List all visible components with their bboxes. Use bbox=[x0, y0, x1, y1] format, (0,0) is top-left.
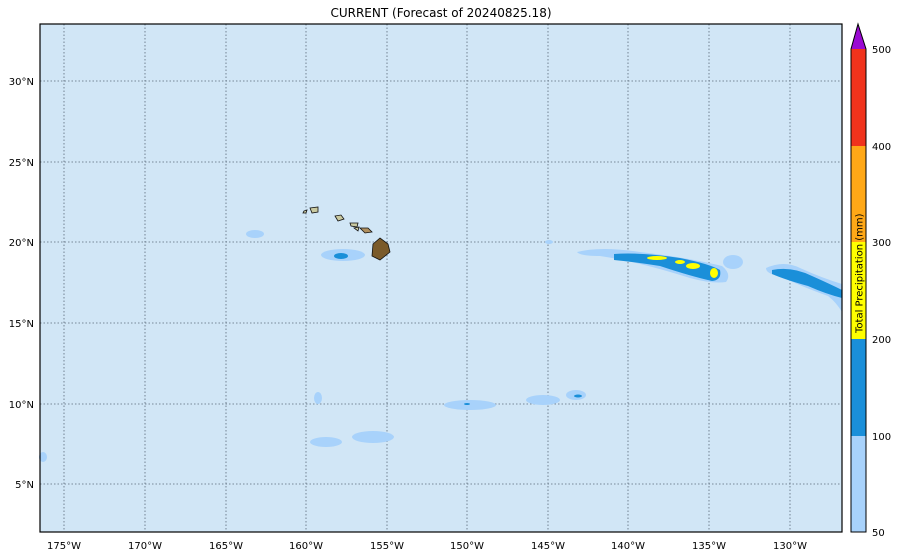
graticule bbox=[40, 24, 842, 532]
colorbar: 500 400 300 200 100 50 bbox=[850, 22, 891, 539]
lon-tick-labels: 175°W 170°W 165°W 160°W 155°W 150°W 145°… bbox=[47, 541, 807, 552]
lon-tick-165W: 165°W bbox=[209, 541, 243, 552]
map-title: CURRENT (Forecast of 20240825.18) bbox=[330, 6, 552, 20]
colorbar-tick-200: 200 bbox=[872, 335, 891, 346]
lat-tick-labels: 30°N 25°N 20°N 15°N 10°N 5°N bbox=[9, 77, 34, 491]
colorbar-band-400-500 bbox=[851, 49, 866, 146]
lon-tick-150W: 150°W bbox=[450, 541, 484, 552]
colorbar-tick-400: 400 bbox=[872, 142, 891, 153]
lat-tick-10N: 10°N bbox=[9, 400, 34, 411]
colorbar-extend-arrow bbox=[851, 24, 866, 49]
colorbar-tick-300: 300 bbox=[872, 238, 891, 249]
lon-tick-130W: 130°W bbox=[773, 541, 807, 552]
hawaiian-islands bbox=[302, 206, 391, 261]
colorbar-tick-100: 100 bbox=[872, 432, 891, 443]
lat-tick-5N: 5°N bbox=[15, 480, 34, 491]
lon-tick-170W: 170°W bbox=[128, 541, 162, 552]
colorbar-tick-50: 50 bbox=[872, 528, 885, 539]
lat-tick-15N: 15°N bbox=[9, 319, 34, 330]
lon-tick-140W: 140°W bbox=[611, 541, 645, 552]
lat-tick-25N: 25°N bbox=[9, 158, 34, 169]
colorbar-band-200-300 bbox=[851, 242, 866, 339]
precip-200-300 bbox=[647, 256, 718, 278]
colorbar-band-100-200 bbox=[851, 339, 866, 436]
lat-tick-30N: 30°N bbox=[9, 77, 34, 88]
lon-tick-160W: 160°W bbox=[289, 541, 323, 552]
colorbar-band-50-100 bbox=[851, 436, 866, 532]
colorbar-label: Total Precipitation (mm) bbox=[854, 213, 866, 333]
lon-tick-175W: 175°W bbox=[47, 541, 81, 552]
colorbar-tick-500: 500 bbox=[872, 45, 891, 56]
colorbar-band-300-400 bbox=[851, 146, 866, 242]
lon-tick-145W: 145°W bbox=[531, 541, 565, 552]
lat-tick-20N: 20°N bbox=[9, 238, 34, 249]
precip-100-200 bbox=[334, 253, 842, 405]
lon-tick-135W: 135°W bbox=[692, 541, 726, 552]
map-frame bbox=[39, 23, 843, 533]
lon-tick-155W: 155°W bbox=[370, 541, 404, 552]
